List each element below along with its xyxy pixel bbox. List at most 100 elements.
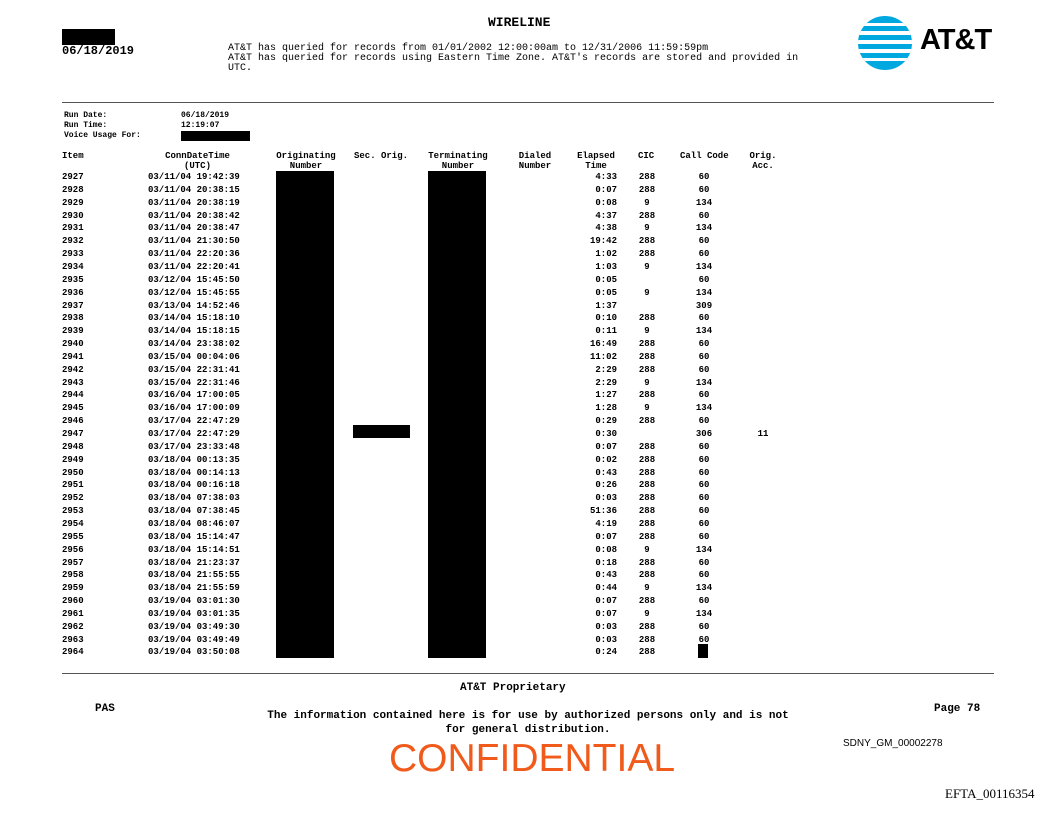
confidential-stamp: CONFIDENTIAL: [389, 737, 676, 780]
cell-call-code: 134: [695, 377, 713, 388]
cell-call-code: 134: [695, 583, 713, 594]
cell-cic: 288: [638, 364, 656, 375]
col-sec: Sec. Orig.: [354, 151, 409, 161]
cell-elapsed-time: 0:26: [595, 480, 617, 491]
cell-item: 2927: [62, 172, 84, 182]
run-date-label: Run Date:: [64, 111, 108, 120]
cell-item: 2963: [62, 634, 84, 645]
cell-elapsed-time: 0:05: [595, 287, 617, 298]
cell-cic: 288: [638, 351, 656, 362]
col-item: Item: [62, 151, 84, 161]
cell-conn-date-time: 03/18/04 07:38:45: [148, 506, 240, 517]
run-time: 12:19:07: [181, 121, 220, 130]
cell-call-code: 60: [698, 390, 710, 401]
col-conn: ConnDateTime (UTC): [165, 151, 230, 171]
cell-item: 2936: [62, 287, 84, 298]
run-info-labels: Run Date: Run Time: Voice Usage For:: [64, 111, 141, 141]
cell-item: 2938: [62, 313, 84, 324]
cell-elapsed-time: 0:05: [595, 274, 617, 285]
cell-conn-date-time: 03/15/04 22:31:41: [148, 364, 240, 375]
cell-item: 2929: [62, 197, 84, 208]
cell-conn-date-time: 03/11/04 20:38:47: [148, 223, 240, 234]
cell-conn-date-time: 03/11/04 20:38:42: [148, 210, 240, 221]
cell-conn-date-time: 03/19/04 03:01:30: [148, 596, 240, 607]
cell-elapsed-time: 2:29: [595, 377, 617, 388]
redaction-originating: [276, 171, 334, 658]
cell-conn-date-time: 03/18/04 21:23:37: [148, 557, 240, 568]
cell-conn-date-time: 03/11/04 22:20:36: [148, 249, 240, 260]
cell-conn-date-time: 03/18/04 08:46:07: [148, 518, 240, 529]
cell-elapsed-time: 0:08: [595, 544, 617, 555]
cell-cic: 288: [638, 339, 656, 350]
cell-conn-date-time: 03/18/04 15:14:51: [148, 544, 240, 555]
cell-call-code: 60: [698, 236, 710, 247]
cell-cic: 288: [638, 480, 656, 491]
cell-elapsed-time: 0:44: [595, 583, 617, 594]
cell-item: 2952: [62, 493, 84, 504]
cell-conn-date-time: 03/18/04 00:14:13: [148, 467, 240, 478]
cell-cic: 288: [638, 441, 656, 452]
att-logo: AT&T: [856, 14, 992, 77]
cell-item: 2939: [62, 326, 84, 337]
cell-conn-date-time: 03/14/04 15:18:10: [148, 313, 240, 324]
cell-elapsed-time: 1:37: [595, 300, 617, 311]
cell-conn-date-time: 03/11/04 20:38:19: [148, 197, 240, 208]
cell-call-code: 60: [698, 621, 710, 632]
cell-call-code: 134: [695, 287, 713, 298]
cell-conn-date-time: 03/19/04 03:49:49: [148, 634, 240, 645]
cell-cic: 9: [644, 261, 650, 272]
cell-elapsed-time: 0:02: [595, 454, 617, 465]
cell-call-code: 60: [698, 518, 710, 529]
cell-call-code: 134: [695, 326, 713, 337]
query-line: AT&T has queried for records using Easte…: [228, 53, 799, 64]
cell-elapsed-time: 0:30: [595, 429, 617, 439]
cell-item: 2960: [62, 596, 84, 607]
header-date: 06/18/2019: [62, 44, 135, 58]
cell-elapsed-time: 0:43: [595, 570, 617, 581]
redaction-sec-orig: [353, 425, 410, 438]
cell-cic: 9: [644, 544, 650, 555]
cell-cic: 9: [644, 197, 650, 208]
cell-conn-date-time: 03/19/04 03:01:35: [148, 608, 240, 619]
cell-conn-date-time: 03/11/04 21:30:50: [148, 236, 240, 247]
voice-usage-label: Voice Usage For:: [64, 131, 141, 140]
cell-cic: 288: [638, 390, 656, 401]
cell-elapsed-time: 0:08: [595, 197, 617, 208]
cell-cic: 288: [638, 313, 656, 324]
redaction: [62, 29, 115, 45]
divider: [62, 673, 994, 674]
cell-cic: 288: [638, 249, 656, 260]
cell-call-code: 60: [698, 454, 710, 465]
cell-elapsed-time: 2:29: [595, 364, 617, 375]
cell-item: 2953: [62, 506, 84, 517]
query-notice: AT&T has queried for records from 01/01/…: [228, 44, 798, 74]
cell-item: 2951: [62, 480, 84, 491]
cell-cic: 288: [638, 621, 656, 632]
cell-conn-date-time: 03/18/04 21:55:55: [148, 570, 240, 581]
cell-call-code: 60: [698, 531, 710, 542]
cell-conn-date-time: 03/18/04 07:38:03: [148, 493, 240, 504]
cell-item: 2955: [62, 531, 84, 542]
divider: [62, 102, 994, 103]
cell-item: 2964: [62, 647, 84, 658]
cell-item: 2940: [62, 339, 84, 350]
query-line: UTC.: [228, 63, 253, 74]
page-title: WIRELINE: [488, 15, 551, 30]
cell-cic: 9: [644, 403, 650, 414]
cell-cic: 288: [638, 184, 656, 195]
col-orig: Originating Number: [276, 151, 336, 171]
cell-item: 2931: [62, 223, 84, 234]
cell-item: 2937: [62, 300, 84, 311]
proprietary-label: AT&T Proprietary: [460, 682, 566, 694]
cell-item: 2956: [62, 544, 84, 555]
cell-call-code: 60: [698, 172, 710, 182]
query-line: AT&T has queried for records from 01/01/…: [228, 43, 709, 54]
cell-call-code: 60: [698, 596, 710, 607]
cell-cic: 288: [638, 493, 656, 504]
col-term: Terminating Number: [428, 151, 488, 171]
cell-conn-date-time: 03/17/04 22:47:29: [148, 416, 240, 427]
cell-call-code: 60: [698, 339, 710, 350]
cell-cic: 9: [644, 326, 650, 337]
cell-item: 2934: [62, 261, 84, 272]
cell-item: 2943: [62, 377, 84, 388]
